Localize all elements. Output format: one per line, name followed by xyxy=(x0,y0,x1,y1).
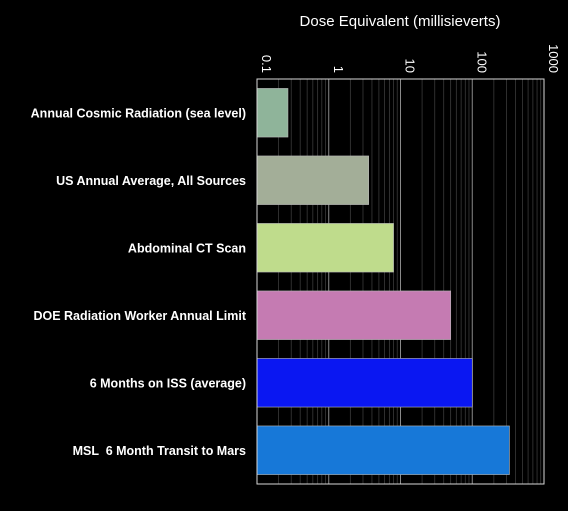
category-label: MSL 6 Month Transit to Mars xyxy=(73,444,246,458)
bar xyxy=(256,155,369,205)
category-label: DOE Radiation Worker Annual Limit xyxy=(33,309,246,323)
x-tick-label: 10 xyxy=(403,59,418,73)
category-labels: Annual Cosmic Radiation (sea level) US An… xyxy=(31,106,247,458)
plot-area-frame xyxy=(256,78,545,485)
category-label: Abdominal CT Scan xyxy=(128,241,246,255)
x-tick-label: 100 xyxy=(474,51,489,73)
bar xyxy=(256,290,451,340)
category-label: Annual Cosmic Radiation (sea level) xyxy=(31,106,246,120)
grid xyxy=(256,79,542,484)
bars xyxy=(256,88,510,475)
x-tick-label: 1000 xyxy=(546,44,561,73)
category-label: US Annual Average, All Sources xyxy=(56,174,246,188)
bar xyxy=(256,425,510,475)
bar xyxy=(256,223,394,273)
x-tick-labels: 0.1 1 10 100 1000 xyxy=(259,44,561,73)
bar xyxy=(256,88,289,138)
x-tick-label: 0.1 xyxy=(259,55,274,73)
category-label: 6 Months on ISS (average) xyxy=(90,376,246,390)
x-tick-label: 1 xyxy=(331,66,346,73)
x-axis-title: Dose Equivalent (millisieverts) xyxy=(300,13,501,30)
bar xyxy=(256,358,473,408)
